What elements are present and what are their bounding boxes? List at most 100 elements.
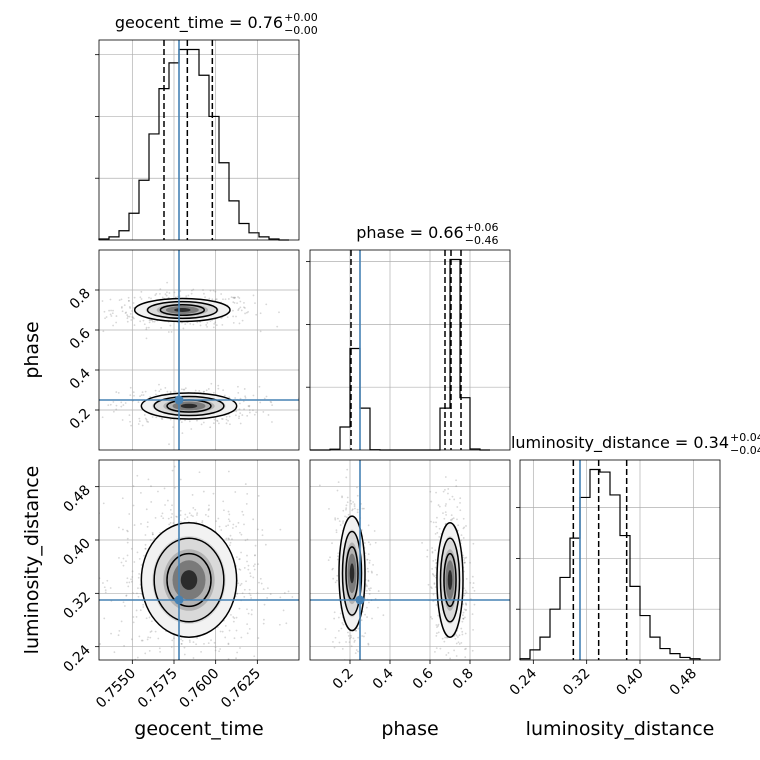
contour-geocent_time-phase-sample (109, 403, 112, 406)
contour-geocent_time-luminosity_distance-sample (147, 478, 150, 481)
contour-geocent_time-luminosity_distance-sample (126, 530, 129, 533)
contour-geocent_time-luminosity_distance-sample (232, 620, 235, 623)
contour-geocent_time-phase-sample (245, 311, 248, 314)
contour-geocent_time-luminosity_distance-sample (175, 515, 178, 518)
contour-geocent_time-phase-plot-area (99, 250, 299, 450)
contour-phase-luminosity_distance-sample (357, 627, 360, 630)
contour-geocent_time-luminosity_distance-sample (137, 587, 139, 590)
contour-geocent_time-luminosity_distance-sample (189, 641, 191, 643)
contour-phase-luminosity_distance-sample (333, 617, 336, 620)
contour-geocent_time-luminosity_distance-sample (259, 577, 262, 580)
contour-geocent_time-luminosity_distance-sample (162, 517, 165, 520)
contour-phase-luminosity_distance-sample (437, 625, 439, 627)
contour-geocent_time-luminosity_distance-sample (184, 513, 187, 516)
contour-geocent_time-phase-sample (129, 420, 131, 423)
contour-phase-luminosity_distance-sample (353, 666, 355, 668)
contour-geocent_time-luminosity_distance-sample (218, 650, 221, 653)
contour-phase-luminosity_distance-sample (341, 495, 343, 498)
contour-geocent_time-luminosity_distance-sample (287, 669, 289, 671)
contour-geocent_time-phase-sample (105, 316, 108, 318)
contour-geocent_time-phase-sample (222, 389, 225, 392)
contour-phase-luminosity_distance-sample (465, 603, 468, 606)
contour-geocent_time-phase-sample (236, 302, 239, 305)
xtick-label-phase-2: 0.6 (410, 665, 437, 692)
contour-geocent_time-phase-sample (238, 307, 240, 310)
contour-phase-luminosity_distance-sample (360, 619, 363, 622)
contour-phase-luminosity_distance-sample (435, 632, 438, 635)
contour-geocent_time-phase-sample (232, 315, 235, 318)
contour-geocent_time-phase-sample (144, 390, 147, 393)
contour-phase-luminosity_distance-sample (434, 566, 437, 569)
contour-phase-luminosity_distance-sample (434, 549, 437, 552)
contour-phase-luminosity_distance-sample (471, 649, 474, 652)
contour-geocent_time-phase-sample (190, 292, 193, 295)
contour-geocent_time-phase-sample (145, 337, 148, 340)
contour-geocent_time-luminosity_distance-sample (237, 582, 240, 585)
contour-geocent_time-luminosity_distance-sample (186, 516, 189, 518)
contour-phase-luminosity_distance-sample (431, 551, 434, 554)
contour-geocent_time-phase-sample (169, 418, 172, 421)
contour-geocent_time-phase-sample (234, 397, 237, 399)
contour-geocent_time-luminosity_distance-sample (130, 547, 133, 550)
hist-phase-frame (309, 249, 511, 451)
contour-geocent_time-phase-sample (168, 292, 171, 294)
contour-phase-luminosity_distance-sample (433, 582, 436, 585)
contour-geocent_time-luminosity_distance-truth-point (174, 595, 184, 605)
contour-geocent_time-luminosity_distance-sample (171, 639, 174, 642)
contour-geocent_time-phase-sample (120, 306, 123, 309)
contour-phase-luminosity_distance-sample (335, 531, 338, 534)
contour-geocent_time-phase-sample (122, 404, 125, 406)
contour-phase-luminosity_distance-sample (318, 484, 321, 487)
contour-geocent_time-luminosity_distance-sample (203, 642, 205, 645)
contour-phase-luminosity_distance-sample (370, 570, 373, 573)
contour-phase-luminosity_distance-sample (435, 604, 438, 606)
contour-geocent_time-phase-sample (125, 311, 128, 314)
contour-geocent_time-luminosity_distance-sample (231, 527, 234, 529)
contour-geocent_time-phase-sample (158, 383, 160, 386)
hist-phase-title-main: phase = 0.66 (356, 223, 463, 242)
contour-geocent_time-luminosity_distance-sample (229, 534, 232, 537)
contour-geocent_time-phase-sample (120, 405, 123, 408)
contour-phase-luminosity_distance-sample (456, 518, 458, 521)
contour-geocent_time-luminosity_distance-sample (237, 521, 240, 524)
contour-phase-luminosity_distance-sample (342, 522, 344, 524)
contour-geocent_time-luminosity_distance-sample (256, 592, 259, 595)
contour-phase-luminosity_distance-sample (455, 706, 457, 708)
contour-phase-luminosity_distance-sample (367, 524, 370, 527)
contour-geocent_time-luminosity_distance-sample (207, 642, 210, 645)
contour-geocent_time-luminosity_distance-sample (204, 513, 207, 516)
contour-geocent_time-luminosity_distance-sample (141, 639, 144, 642)
contour-geocent_time-luminosity_distance-sample (223, 509, 225, 512)
contour-phase-luminosity_distance-sample (444, 673, 446, 675)
contour-geocent_time-luminosity_distance-sample (258, 581, 260, 584)
contour-geocent_time-luminosity_distance-sample (142, 606, 145, 608)
contour-geocent_time-luminosity_distance-sample (144, 547, 147, 550)
contour-geocent_time-luminosity_distance-sample (239, 531, 241, 534)
contour-phase-luminosity_distance-sample (453, 429, 455, 431)
contour-geocent_time-luminosity_distance-sample (233, 637, 236, 640)
contour-geocent_time-phase-sample (216, 419, 218, 422)
contour-phase-luminosity_distance-sample (444, 476, 447, 478)
contour-geocent_time-phase-sample (182, 327, 185, 330)
contour-geocent_time-luminosity_distance-sample (243, 595, 246, 598)
contour-geocent_time-luminosity_distance-sample (254, 554, 256, 557)
contour-phase-luminosity_distance-sample (345, 507, 348, 510)
contour-phase-luminosity_distance-sample (350, 502, 353, 505)
contour-phase-luminosity_distance-sample (464, 609, 467, 612)
contour-geocent_time-phase-sample (185, 295, 188, 297)
contour-geocent_time-phase-density-0-4 (174, 308, 191, 312)
contour-phase-luminosity_distance-sample (433, 583, 436, 585)
contour-geocent_time-luminosity_distance-sample (218, 457, 220, 459)
contour-geocent_time-luminosity_distance-sample (285, 622, 288, 625)
contour-geocent_time-luminosity_distance-sample (220, 529, 223, 531)
contour-geocent_time-phase-sample (121, 310, 124, 313)
contour-phase-luminosity_distance-sample (333, 646, 336, 649)
contour-phase-luminosity_distance-sample (457, 641, 460, 644)
contour-geocent_time-luminosity_distance-sample (144, 652, 147, 655)
contour-geocent_time-phase-sample (221, 418, 224, 420)
contour-phase-luminosity_distance-sample (453, 649, 455, 652)
contour-geocent_time-phase-sample (129, 312, 132, 315)
contour-geocent_time-luminosity_distance-sample (233, 617, 236, 620)
contour-geocent_time-phase-sample (159, 388, 162, 391)
contour-geocent_time-phase-sample (230, 296, 233, 298)
